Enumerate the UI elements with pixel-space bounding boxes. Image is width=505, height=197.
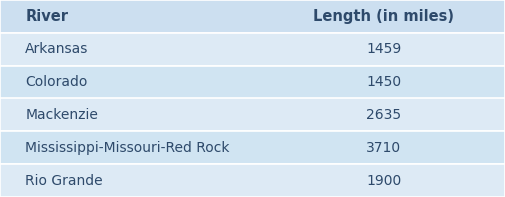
- Text: Rio Grande: Rio Grande: [25, 174, 103, 188]
- Bar: [0, 98, 505, 131]
- Bar: [0, 164, 505, 197]
- Text: 1459: 1459: [366, 42, 401, 56]
- Text: River: River: [25, 9, 68, 24]
- Text: 1900: 1900: [366, 174, 401, 188]
- Text: 2635: 2635: [366, 108, 401, 122]
- Text: Mississippi-Missouri-Red Rock: Mississippi-Missouri-Red Rock: [25, 141, 230, 155]
- Bar: [0, 66, 505, 98]
- Text: Mackenzie: Mackenzie: [25, 108, 98, 122]
- Text: Length (in miles): Length (in miles): [313, 9, 454, 24]
- Text: 3710: 3710: [366, 141, 401, 155]
- Bar: [0, 131, 505, 164]
- Text: 1450: 1450: [366, 75, 401, 89]
- Bar: [0, 0, 505, 33]
- Text: Colorado: Colorado: [25, 75, 88, 89]
- Text: Arkansas: Arkansas: [25, 42, 88, 56]
- Bar: [0, 33, 505, 66]
